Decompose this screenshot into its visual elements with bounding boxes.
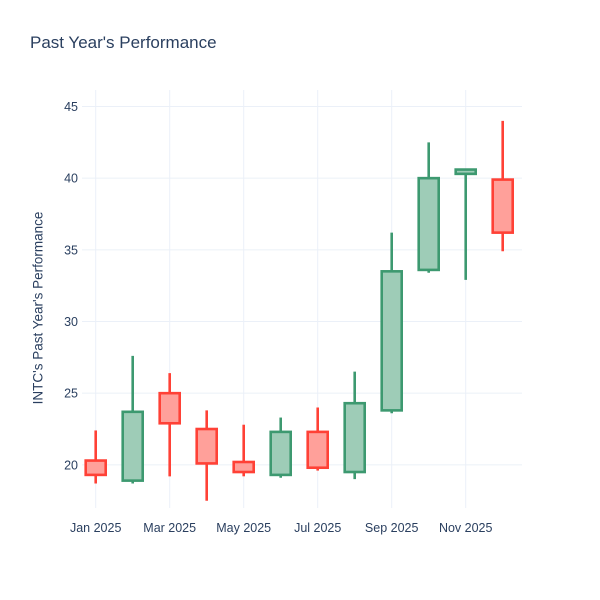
candle-may-2025[interactable] (232, 424, 255, 477)
y-tick-label: 20 (64, 458, 78, 472)
candle-feb-2025[interactable] (121, 355, 144, 484)
candle-nov-2025[interactable] (454, 168, 478, 280)
candle-sep-2025[interactable] (380, 232, 404, 414)
y-tick-label: 30 (64, 315, 78, 329)
chart-title: Past Year's Performance (30, 33, 217, 52)
candle-body (491, 178, 515, 234)
candle-body (417, 176, 441, 272)
candle-apr-2025[interactable] (195, 410, 218, 501)
y-tick-label: 40 (64, 172, 78, 186)
candle-dec-2025[interactable] (491, 120, 515, 252)
x-tick-label: Nov 2025 (439, 521, 493, 535)
y-tick-label: 35 (64, 243, 78, 257)
candle-body (158, 391, 181, 425)
candle-body (380, 270, 404, 412)
x-tick-label: Jan 2025 (70, 521, 121, 535)
candle-mar-2025[interactable] (158, 373, 181, 477)
candle-jun-2025[interactable] (269, 417, 293, 478)
candle-jul-2025[interactable] (306, 407, 330, 471)
candle-body (269, 430, 293, 477)
candle-aug-2025[interactable] (343, 371, 367, 480)
candle-body (195, 427, 218, 465)
candle-body (306, 430, 330, 470)
x-tick-label: Mar 2025 (143, 521, 196, 535)
x-tick-label: May 2025 (216, 521, 271, 535)
candle-body (232, 460, 255, 474)
candle-jan-2025[interactable] (84, 430, 107, 484)
y-axis-title: INTC's Past Year's Performance (30, 211, 46, 405)
candle-oct-2025[interactable] (417, 142, 441, 273)
candle-body (84, 459, 107, 477)
y-tick-label: 25 (64, 387, 78, 401)
candle-body (454, 168, 478, 176)
y-tick-label: 45 (64, 100, 78, 114)
candle-body (121, 410, 144, 482)
x-tick-label: Jul 2025 (294, 521, 341, 535)
x-tick-label: Sep 2025 (365, 521, 419, 535)
candle-body (343, 401, 367, 474)
